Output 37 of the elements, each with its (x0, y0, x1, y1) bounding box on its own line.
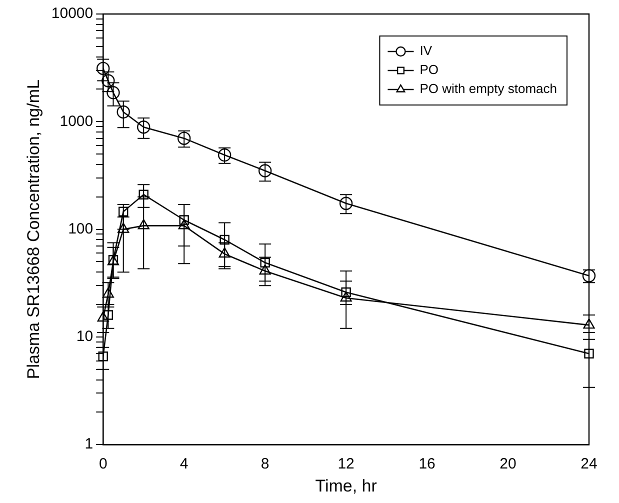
x-tick-label: 8 (260, 456, 270, 473)
point (116, 105, 130, 119)
x-tick-label: 4 (180, 456, 188, 473)
point (584, 348, 594, 358)
x-tick-label: 20 (500, 456, 516, 473)
point (138, 190, 148, 200)
point (259, 264, 271, 275)
x-tick-label: 12 (338, 456, 354, 473)
point (260, 258, 270, 268)
point (258, 164, 272, 178)
point (340, 291, 352, 302)
point (177, 132, 191, 145)
y-tick-label: 1 (84, 436, 94, 453)
y-tick-label: 10000 (51, 5, 94, 22)
point (118, 206, 128, 216)
x-tick-label: 0 (98, 456, 108, 473)
point (339, 196, 353, 210)
y-tick-label: 1000 (60, 112, 94, 130)
point (106, 86, 120, 100)
point (341, 287, 351, 298)
point (583, 318, 595, 329)
point (179, 215, 189, 225)
legend-label: PO with empty stomach (420, 81, 558, 96)
y-tick-label: 10 (76, 328, 94, 346)
point (118, 222, 130, 233)
y-axis-title: Plasma SR13668 Concentration, ng/mL (24, 80, 43, 380)
x-tick-label: 16 (418, 456, 436, 473)
point (138, 219, 150, 230)
point (220, 234, 230, 245)
legend-label: PO (420, 62, 439, 78)
point (178, 219, 190, 230)
point (218, 247, 230, 258)
legend-label: IV (420, 43, 432, 58)
x-tick-label: 24 (580, 456, 598, 473)
y-tick-label: 100 (68, 220, 94, 238)
point (137, 120, 150, 134)
x-axis-title: Time, hr (315, 476, 378, 496)
